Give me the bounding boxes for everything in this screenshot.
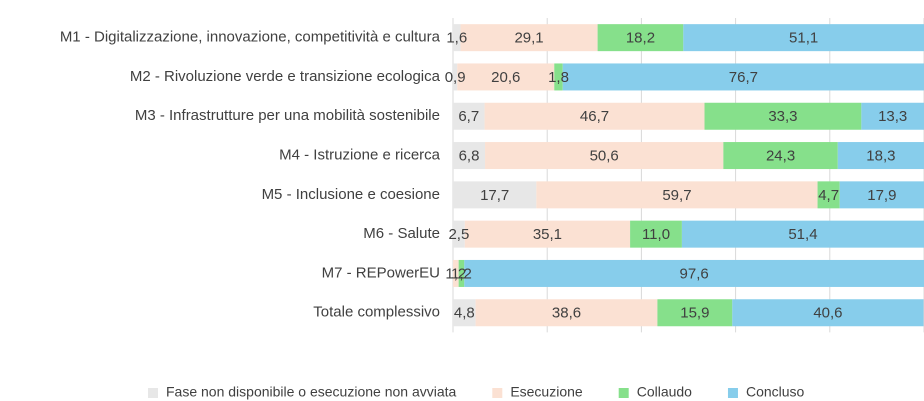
value-label: 0,9 (445, 69, 466, 86)
value-label: 29,1 (514, 30, 543, 47)
bar-segment (453, 142, 486, 170)
bar-segment (597, 24, 684, 52)
legend-label: Collaudo (637, 384, 692, 400)
value-label: 1,6 (446, 30, 467, 47)
value-label: 18,3 (866, 148, 895, 165)
legend-swatch (148, 388, 158, 398)
value-label: 38,6 (552, 305, 581, 322)
category-label: M4 - Istruzione e ricerca (279, 147, 441, 164)
value-label: 1,2 (451, 265, 472, 282)
bar-segment (453, 181, 537, 209)
category-label: M1 - Digitalizzazione, innovazione, comp… (60, 29, 441, 46)
value-label: 17,9 (867, 187, 896, 204)
value-label: 15,9 (680, 305, 709, 322)
value-label: 4,8 (454, 305, 475, 322)
value-label: 50,6 (590, 148, 619, 165)
value-label: 1,8 (548, 69, 569, 86)
bar-segment (475, 299, 658, 327)
value-label: 24,3 (766, 148, 795, 165)
value-label: 76,7 (729, 69, 758, 86)
bar-segment (453, 299, 476, 327)
value-label: 1,2 (445, 265, 466, 282)
bar-segment (704, 102, 862, 130)
bar-segment (536, 181, 818, 209)
value-label: 6,7 (458, 108, 479, 125)
bar-segment (464, 259, 924, 287)
bar-segment (453, 63, 458, 91)
value-label: 33,3 (768, 108, 797, 125)
category-label: M2 - Rivoluzione verde e transizione eco… (130, 68, 441, 85)
bar-segment (485, 142, 724, 170)
bar-segment (817, 181, 840, 209)
bar-segment (839, 181, 924, 209)
bar-segment (484, 102, 705, 130)
legend-label: Esecuzione (510, 384, 583, 400)
value-label: 35,1 (533, 226, 562, 243)
legend-label: Concluso (746, 384, 805, 400)
category-label: Totale complessivo (313, 304, 440, 321)
legend-swatch (727, 388, 738, 398)
bar-segment (554, 63, 563, 91)
bar-segment (630, 220, 682, 248)
bar-segment (453, 220, 465, 248)
value-label: 40,6 (813, 305, 842, 322)
category-label: M3 - Infrastrutture per una mobilità sos… (135, 107, 440, 124)
bar-segment (562, 63, 924, 91)
legend-swatch (492, 388, 503, 398)
value-label: 6,8 (459, 148, 480, 165)
category-label: M6 - Salute (363, 225, 440, 242)
value-label: 17,7 (480, 187, 509, 204)
legend-label: Fase non disponibile o esecuzione non av… (166, 384, 457, 400)
value-label: 97,6 (680, 265, 709, 282)
value-label: 51,4 (788, 226, 817, 243)
bar-segment (464, 220, 631, 248)
bar-segment (683, 24, 924, 52)
bar-segment (453, 259, 459, 287)
category-label: M5 - Inclusione e coesione (262, 186, 440, 203)
value-label: 11,0 (642, 226, 670, 243)
bar-segment (681, 220, 924, 248)
bar-segment (861, 102, 924, 130)
bar-segment (837, 142, 924, 170)
category-label: M7 - REPowerEU (322, 264, 440, 281)
value-label: 46,7 (580, 108, 609, 125)
value-label: 18,2 (626, 30, 655, 47)
bar-segment (457, 63, 555, 91)
bar-segment (458, 259, 465, 287)
value-label: 20,6 (491, 69, 520, 86)
bar-segment (453, 24, 461, 52)
bar-segment (453, 102, 485, 130)
bar-segment (657, 299, 733, 327)
bar-segment (723, 142, 838, 170)
legend-swatch (618, 388, 629, 398)
bar-segment (732, 299, 924, 327)
value-label: 13,3 (878, 108, 907, 125)
bar-segment (460, 24, 598, 52)
value-label: 51,1 (789, 30, 818, 47)
value-label: 59,7 (662, 187, 691, 204)
value-label: 2,5 (448, 226, 469, 243)
value-label: 4,7 (818, 187, 839, 204)
